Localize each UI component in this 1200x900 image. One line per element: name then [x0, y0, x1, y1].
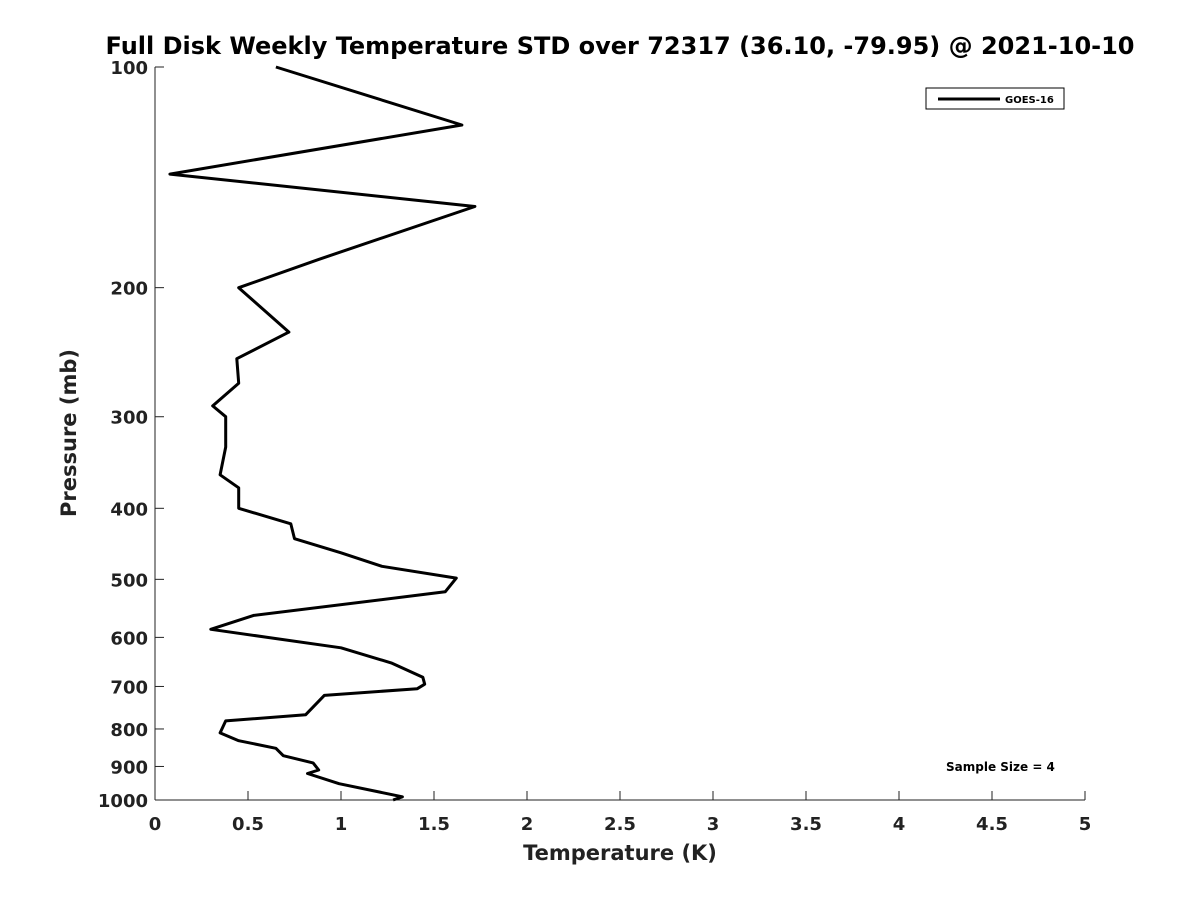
x-tick-label: 1 — [335, 814, 348, 835]
y-tick-label: 500 — [110, 570, 148, 591]
y-axis-ticks: 100 200 300 400 500 600 700 800 900 1000 — [98, 58, 164, 812]
x-tick-label: 5 — [1079, 814, 1092, 835]
legend-label-goes-16: GOES-16 — [1005, 95, 1054, 106]
x-tick-label: 4 — [893, 814, 906, 835]
x-tick-label: 2 — [521, 814, 534, 835]
sample-size-annotation: Sample Size = 4 — [946, 760, 1055, 774]
y-tick-label: 400 — [110, 499, 148, 520]
x-tick-label: 2.5 — [604, 814, 636, 835]
x-tick-label: 4.5 — [976, 814, 1008, 835]
y-tick-label: 900 — [110, 757, 148, 778]
series-group — [168, 65, 477, 802]
y-tick-label: 800 — [110, 720, 148, 741]
x-axis-ticks: 0 0.5 1 1.5 2 2.5 3 3.5 4 4.5 5 — [149, 791, 1092, 835]
y-tick-label: 100 — [110, 58, 148, 79]
x-tick-label: 3.5 — [790, 814, 822, 835]
axes — [154, 67, 1085, 801]
x-tick-label: 0.5 — [232, 814, 264, 835]
x-axis-label: Temperature (K) — [523, 841, 717, 865]
y-axis-label: Pressure (mb) — [57, 349, 81, 517]
series-line-goes-16 — [168, 65, 477, 802]
x-tick-label: 3 — [707, 814, 720, 835]
y-tick-label: 600 — [110, 628, 148, 649]
x-tick-label: 1.5 — [418, 814, 450, 835]
y-tick-label: 300 — [110, 408, 148, 429]
y-tick-label: 1000 — [98, 791, 148, 812]
legend: GOES-16 — [925, 87, 1065, 110]
y-tick-label: 200 — [110, 279, 148, 300]
chart-title: Full Disk Weekly Temperature STD over 72… — [106, 32, 1135, 60]
x-tick-label: 0 — [149, 814, 162, 835]
y-tick-label: 700 — [110, 677, 148, 698]
